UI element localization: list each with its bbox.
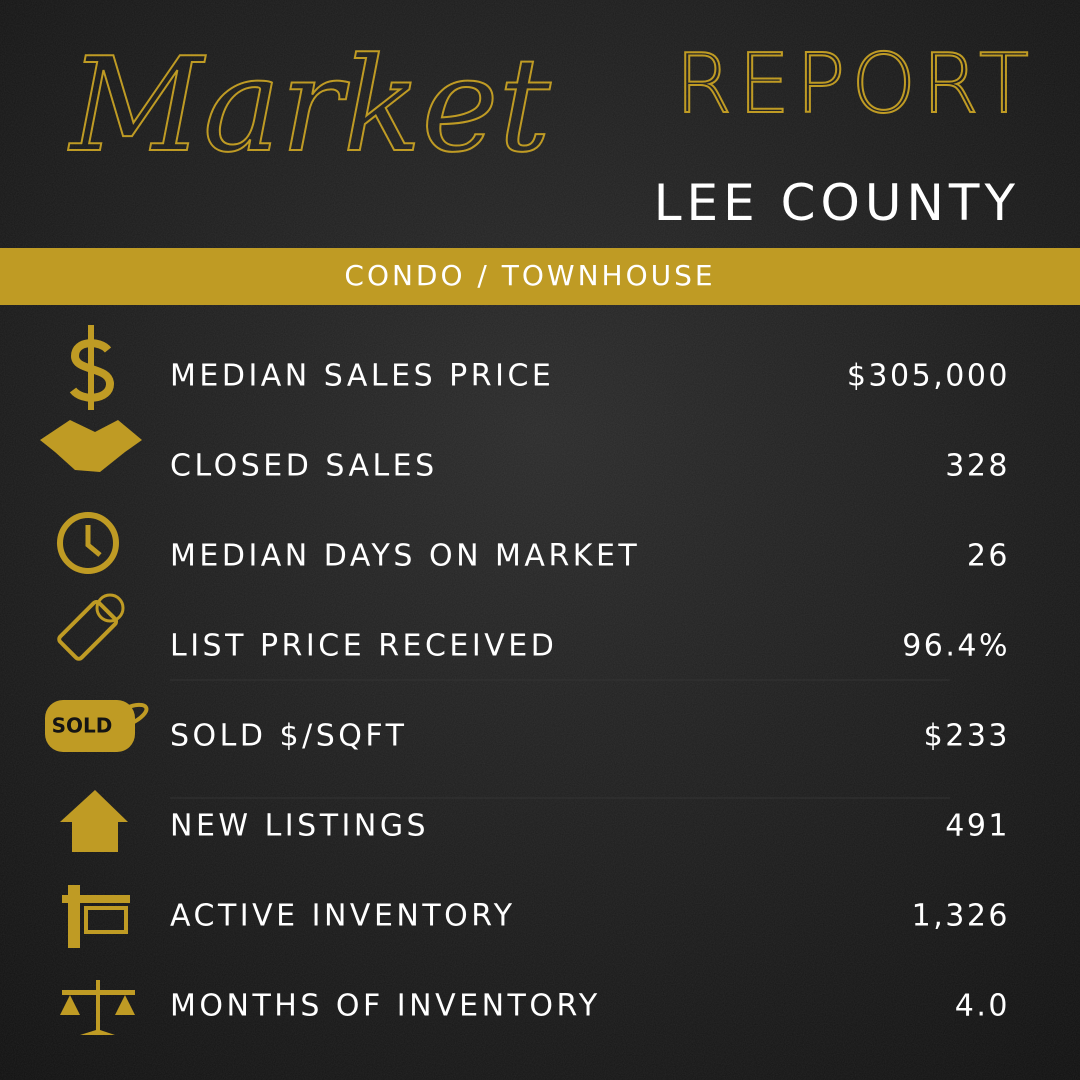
house-icon (60, 790, 128, 852)
sign-icon (62, 895, 130, 903)
row-value: 328 (945, 449, 1010, 484)
subtitle: LEE COUNTY (654, 174, 1020, 232)
dollar-icon (88, 325, 94, 410)
row-value: 491 (945, 809, 1010, 844)
title: REPORT (675, 37, 1035, 132)
row-label: MEDIAN DAYS ON MARKET (170, 539, 640, 574)
row-label: CLOSED SALES (170, 449, 438, 484)
row-value: 96.4% (902, 629, 1010, 664)
tag-icon (95, 593, 125, 623)
row-value: 26 (967, 539, 1010, 574)
banner (0, 248, 1080, 305)
sign-icon (84, 906, 128, 934)
sold-icon-text: SOLD (52, 714, 113, 738)
scales-icon (60, 980, 135, 1035)
icons: SOLD (40, 325, 149, 1035)
row-value: $233 (924, 719, 1010, 754)
handshake-icon (40, 420, 142, 472)
sign-icon (68, 885, 80, 948)
clock-icon (57, 512, 119, 574)
row-label: NEW LISTINGS (170, 809, 429, 844)
tag-icon (57, 599, 119, 661)
sold-icon (45, 700, 135, 752)
rows: MEDIAN SALES PRICE $305,000 CLOSED SALES 32… (170, 359, 1010, 1024)
row-label: MEDIAN SALES PRICE (170, 359, 554, 394)
row-value: 1,326 (912, 899, 1010, 934)
row-label: ACTIVE INVENTORY (170, 899, 516, 934)
sold-icon (107, 702, 149, 730)
row-label: SOLD $/SQFT (170, 719, 407, 754)
row-label: LIST PRICE RECEIVED (170, 629, 557, 664)
script-title: Market (68, 29, 551, 181)
clock-icon (85, 525, 102, 557)
row-value: $305,000 (847, 359, 1010, 394)
row-label: MONTHS OF INVENTORY (170, 989, 601, 1024)
row-value: 4.0 (955, 989, 1010, 1024)
banner-text: CONDO / TOWNHOUSE (344, 259, 715, 292)
